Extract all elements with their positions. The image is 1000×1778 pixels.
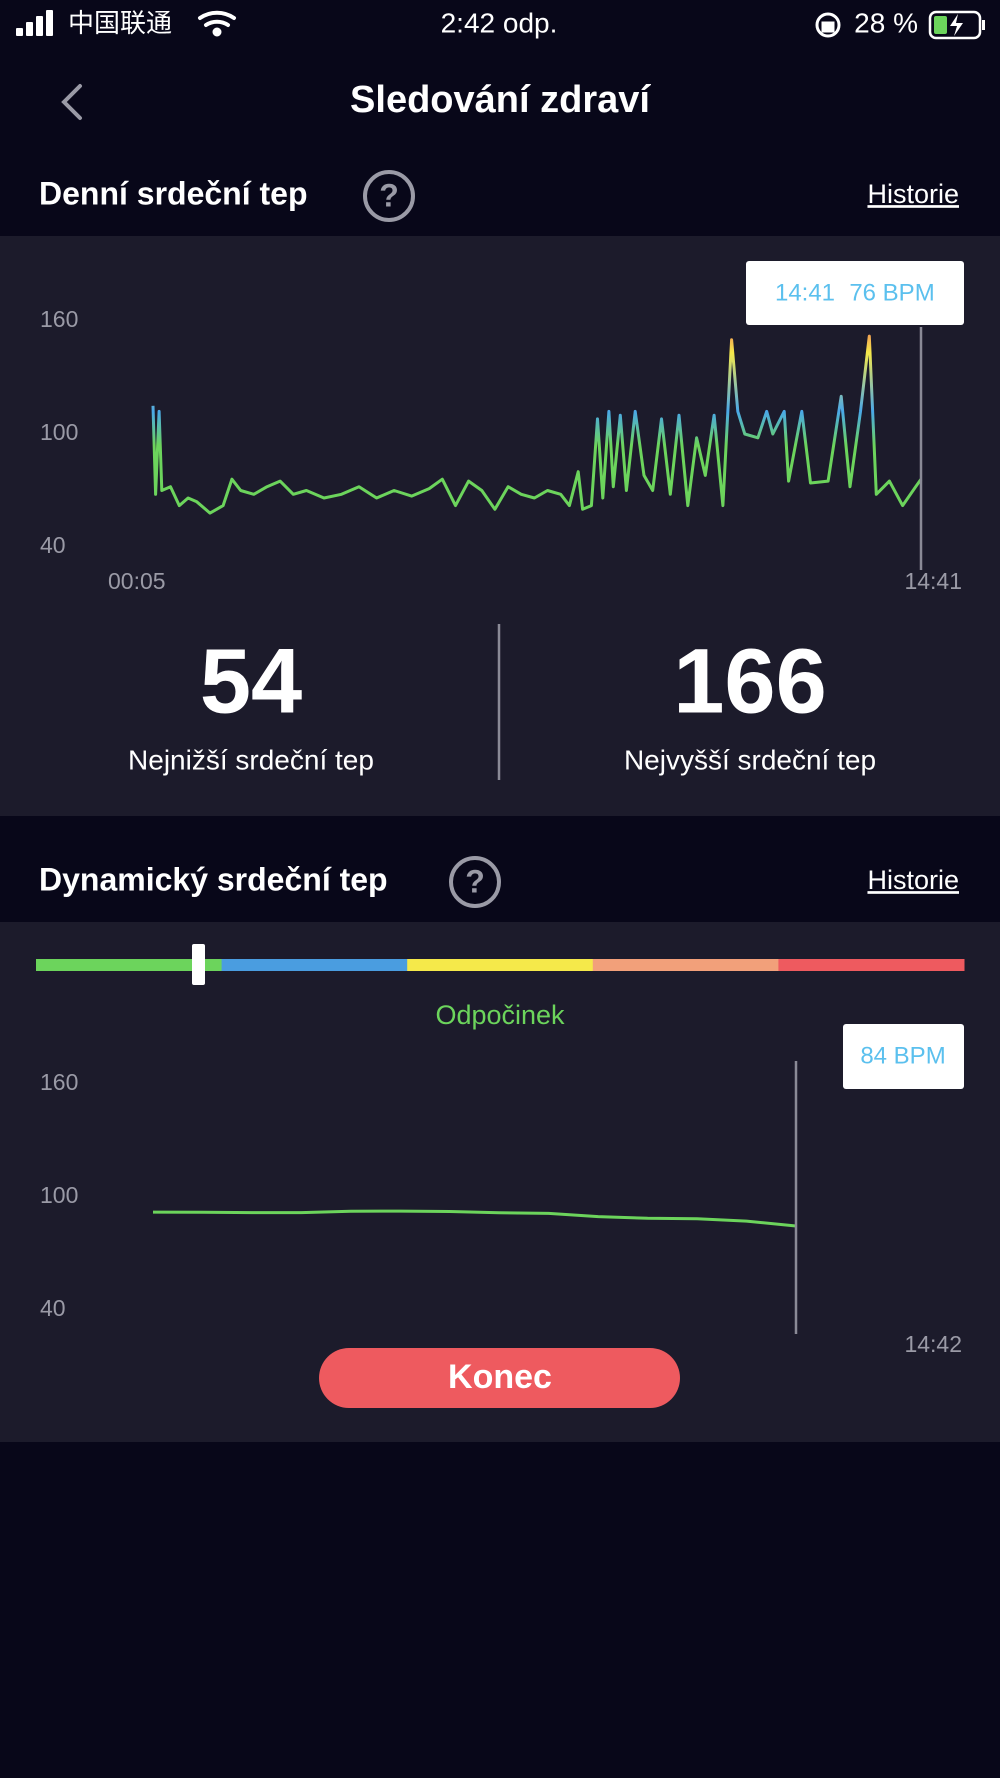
zone-label: Odpočinek xyxy=(435,1000,565,1030)
rotation-lock-icon xyxy=(815,12,841,38)
y-tick-label: 100 xyxy=(40,419,78,445)
page-title: Sledování zdraví xyxy=(350,79,651,121)
heart-rate-line xyxy=(151,334,923,515)
zone-segment xyxy=(592,959,779,971)
daily-chart: 40 100 160 00:05 14:41 xyxy=(40,306,962,594)
zone-bar xyxy=(36,959,965,971)
zone-segment xyxy=(407,959,594,971)
tooltip-value: 84 BPM xyxy=(860,1042,945,1069)
highest-label: Nejvyšší srdeční tep xyxy=(624,744,876,775)
y-tick-label: 160 xyxy=(40,306,78,332)
heart-rate-line xyxy=(152,1209,797,1228)
signal-icon xyxy=(16,10,53,36)
x-tick-label: 00:05 xyxy=(108,568,166,594)
clock: 2:42 odp. xyxy=(441,7,558,38)
y-tick-label: 40 xyxy=(40,1295,66,1321)
lowest-value: 54 xyxy=(200,630,302,732)
history-link[interactable]: Historie xyxy=(867,865,959,895)
battery-icon xyxy=(928,10,985,40)
y-tick-label: 40 xyxy=(40,532,66,558)
end-button-label[interactable]: Konec xyxy=(448,1358,552,1396)
y-tick-label: 100 xyxy=(40,1182,78,1208)
x-tick-label: 14:41 xyxy=(904,568,962,594)
help-icon[interactable]: ? xyxy=(363,170,415,222)
battery-level: 28 % xyxy=(854,7,918,38)
dynamic-chart: 40 100 160 xyxy=(40,1069,797,1321)
tooltip-value: 76 BPM xyxy=(849,279,934,306)
svg-text:?: ? xyxy=(465,863,485,899)
end-button[interactable] xyxy=(319,1348,680,1408)
section-title: Denní srdeční tep xyxy=(39,175,308,211)
tooltip xyxy=(843,1024,964,1089)
carrier: 中国联通 xyxy=(68,8,172,38)
svg-text:?: ? xyxy=(379,177,399,213)
back-button[interactable] xyxy=(61,84,82,120)
history-link[interactable]: Historie xyxy=(867,179,959,209)
wifi-icon xyxy=(198,10,236,37)
lowest-label: Nejnižší srdeční tep xyxy=(128,744,374,775)
highest-value: 166 xyxy=(673,630,827,732)
tooltip-time: 14:41 xyxy=(775,279,835,306)
y-tick-label: 160 xyxy=(40,1069,78,1095)
x-tick-label: 14:42 xyxy=(904,1331,962,1357)
zone-marker xyxy=(192,944,205,985)
help-icon[interactable]: ? xyxy=(449,856,501,908)
zone-segment xyxy=(36,959,223,971)
tooltip xyxy=(746,261,964,325)
zone-segment xyxy=(221,959,408,971)
zone-segment xyxy=(778,959,965,971)
section-title: Dynamický srdeční tep xyxy=(39,861,388,897)
